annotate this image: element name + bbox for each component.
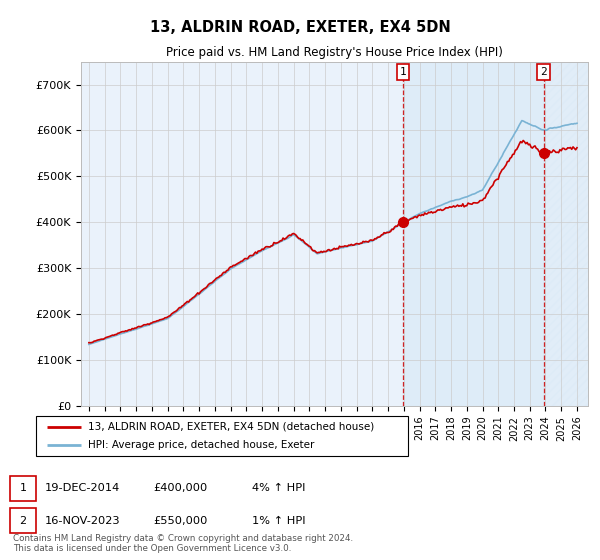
Text: 2: 2 — [20, 516, 26, 526]
Text: 19-DEC-2014: 19-DEC-2014 — [45, 483, 120, 493]
Text: Contains HM Land Registry data © Crown copyright and database right 2024.
This d: Contains HM Land Registry data © Crown c… — [13, 534, 353, 553]
Text: 2: 2 — [540, 67, 547, 77]
Text: 1: 1 — [400, 67, 407, 77]
Text: 13, ALDRIN ROAD, EXETER, EX4 5DN: 13, ALDRIN ROAD, EXETER, EX4 5DN — [149, 20, 451, 35]
Text: 1% ↑ HPI: 1% ↑ HPI — [252, 516, 305, 526]
Text: 13, ALDRIN ROAD, EXETER, EX4 5DN (detached house): 13, ALDRIN ROAD, EXETER, EX4 5DN (detach… — [88, 422, 374, 432]
Bar — [544, 62, 593, 406]
FancyBboxPatch shape — [36, 416, 408, 456]
Text: £550,000: £550,000 — [153, 516, 208, 526]
Text: £400,000: £400,000 — [153, 483, 207, 493]
Title: Price paid vs. HM Land Registry's House Price Index (HPI): Price paid vs. HM Land Registry's House … — [166, 46, 503, 59]
Bar — [403, 62, 544, 406]
Text: 16-NOV-2023: 16-NOV-2023 — [45, 516, 121, 526]
Text: 4% ↑ HPI: 4% ↑ HPI — [252, 483, 305, 493]
Text: 1: 1 — [20, 483, 26, 493]
Text: HPI: Average price, detached house, Exeter: HPI: Average price, detached house, Exet… — [88, 440, 314, 450]
